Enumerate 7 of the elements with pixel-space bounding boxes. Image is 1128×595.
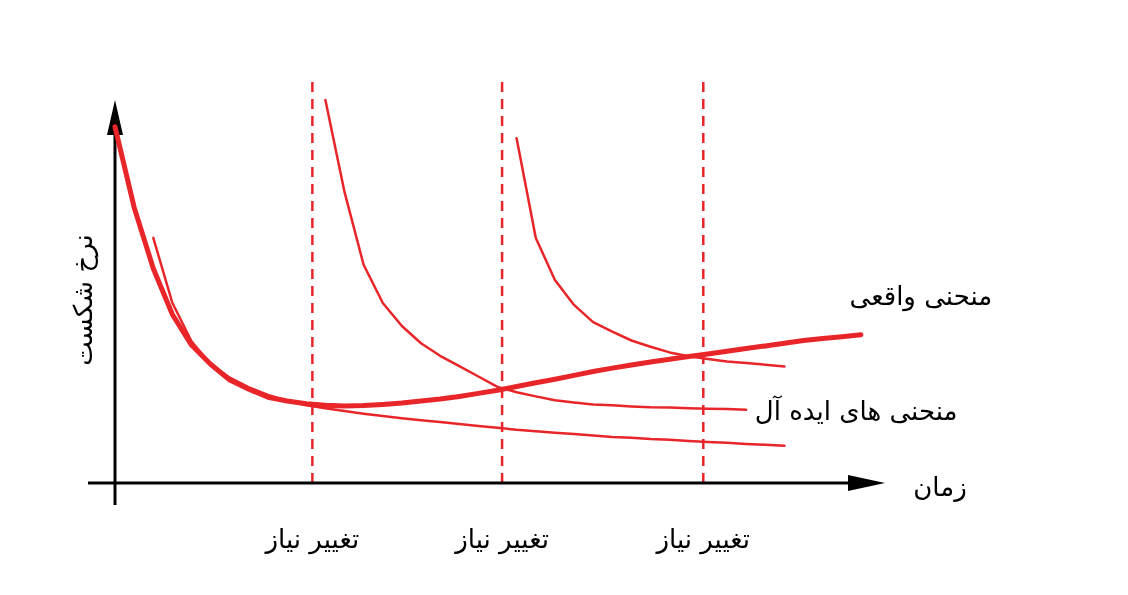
text: تغییر نیاز: [654, 524, 751, 555]
text: تغییر نیاز: [263, 524, 360, 555]
x-axis-title: زمان: [913, 472, 967, 502]
text: تغییر نیاز: [453, 524, 549, 555]
series-label: منحنی واقعی: [849, 280, 993, 312]
y-axis-title: نرخ شکست: [68, 234, 99, 366]
series-label: منحنی های ایده آل: [754, 394, 958, 426]
